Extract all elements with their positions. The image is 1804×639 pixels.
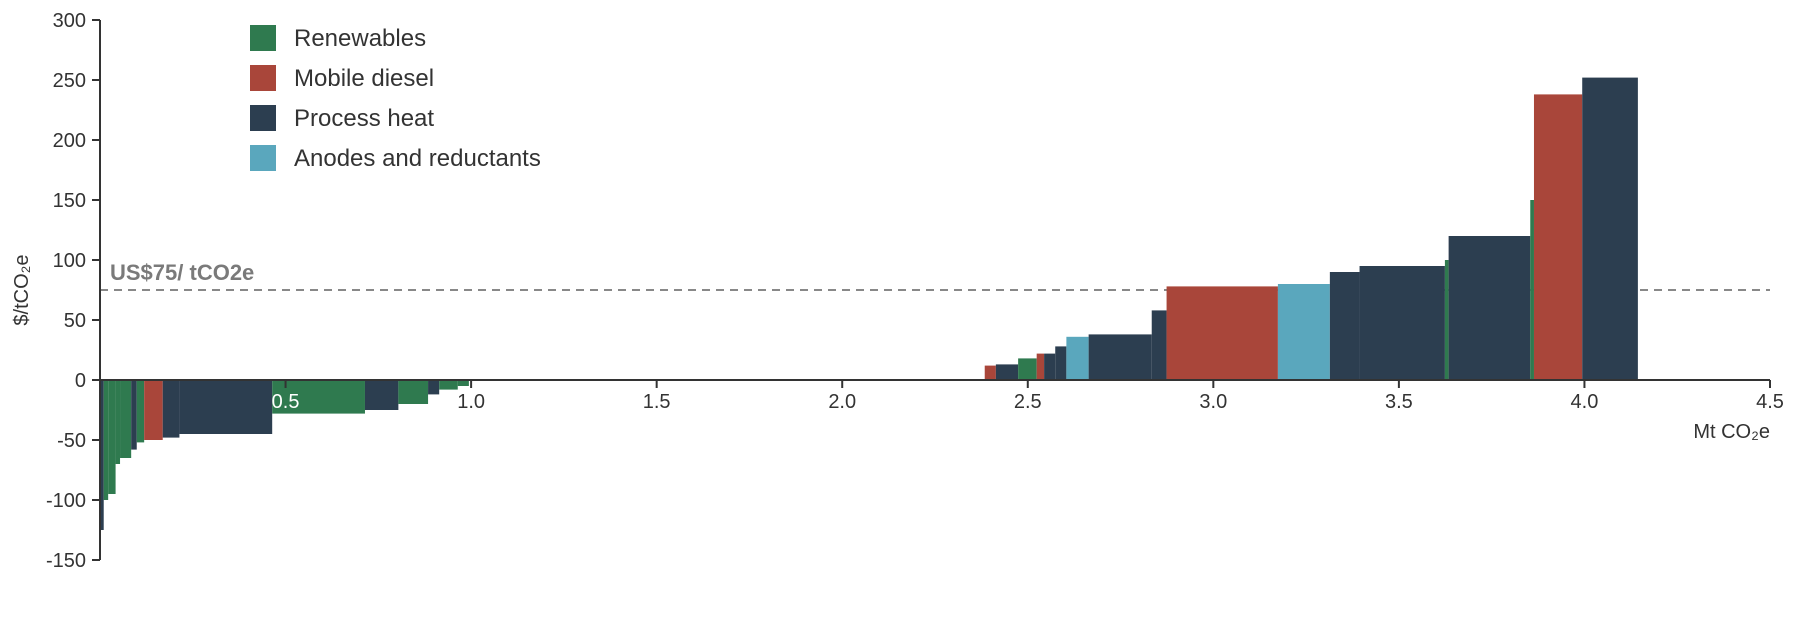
bar [1330, 272, 1360, 380]
legend-swatch [250, 105, 276, 131]
bar [365, 380, 398, 410]
legend-label: Renewables [294, 25, 426, 52]
y-tick-label: -50 [57, 430, 86, 452]
bar [1037, 354, 1044, 380]
legend-label: Anodes and reductants [294, 145, 541, 172]
legend-swatch [250, 25, 276, 51]
legend-label: Mobile diesel [294, 65, 434, 92]
bar [398, 380, 428, 404]
bar [116, 380, 120, 464]
macc-chart: US$75/ tCO2e -150 -100 -50 0 50 100 150 200 250 30… [0, 0, 1804, 634]
legend-swatch [250, 65, 276, 91]
x-tick-label: 1.0 [457, 391, 485, 413]
bar [137, 380, 144, 442]
bar [163, 380, 180, 438]
bar [1089, 334, 1152, 380]
bar [1534, 94, 1582, 380]
bar [985, 366, 996, 380]
legend-label: Process heat [294, 105, 434, 132]
x-tick-label: 1.5 [643, 391, 671, 413]
y-tick-label: 150 [53, 190, 86, 212]
chart-svg: US$75/ tCO2e -150 -100 -50 0 50 100 150 200 250 30… [0, 0, 1804, 634]
bar [144, 380, 163, 440]
y-tick-label: -150 [46, 550, 86, 572]
bar [1044, 354, 1055, 380]
bar [108, 380, 115, 494]
y-tick-label: 300 [53, 10, 86, 32]
bar [131, 380, 137, 450]
bar [439, 380, 458, 390]
bar [1582, 78, 1638, 380]
y-axis-title: $/tCO₂e [11, 254, 33, 325]
x-tick-label: 3.0 [1199, 391, 1227, 413]
x-tick-label: 2.5 [1014, 391, 1042, 413]
bar [104, 380, 108, 500]
bar [1152, 310, 1167, 380]
y-tick-label: 0 [75, 370, 86, 392]
bar [1360, 266, 1445, 380]
x-tick-label: 3.5 [1385, 391, 1413, 413]
legend-swatch [250, 145, 276, 171]
y-tick-label: 250 [53, 70, 86, 92]
bar [1055, 346, 1066, 380]
x-axis-title: Mt CO₂e [1693, 421, 1770, 443]
bar [120, 380, 131, 458]
x-tick-label: 0.5 [272, 391, 300, 413]
y-tick-label: 50 [64, 310, 86, 332]
bar [1445, 260, 1449, 380]
bar [1278, 284, 1330, 380]
bar [996, 364, 1018, 380]
bar [1167, 286, 1278, 380]
y-tick-label: 200 [53, 130, 86, 152]
bar [1449, 236, 1531, 380]
reference-line-label: US$75/ tCO2e [110, 260, 254, 285]
bar [428, 380, 439, 394]
bar [1018, 358, 1037, 380]
y-tick-label: 100 [53, 250, 86, 272]
bar [1066, 337, 1088, 380]
x-tick-label: 2.0 [828, 391, 856, 413]
y-tick-label: -100 [46, 490, 86, 512]
x-tick-label: 4.5 [1756, 391, 1784, 413]
bar [1530, 200, 1534, 380]
bar [179, 380, 272, 434]
x-tick-label: 4.0 [1571, 391, 1599, 413]
